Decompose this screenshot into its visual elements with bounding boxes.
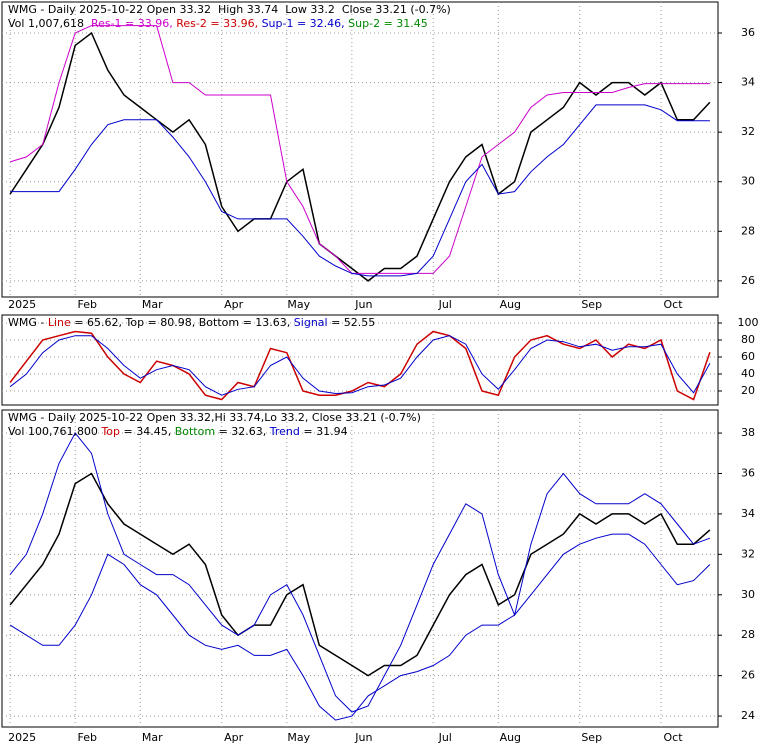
x-tick-label: Sep [581,731,602,744]
y-tick-label: 30 [741,175,755,188]
series-line [10,104,710,277]
series-line [9,335,711,396]
y-tick-label: 80 [741,333,755,346]
header-line: WMG - Daily 2025-10-22 Open 33.32,Hi 33.… [8,411,421,424]
header-line: WMG - Daily 2025-10-22 Open 33.32 High 3… [8,3,451,16]
header-text: Sup-2 = 31.45 [348,17,428,30]
header-text: WMG - Daily 2025-10-22 Open 33.32,Hi 33.… [8,411,421,424]
header-line: Vol 100,761,800 Top = 34.45, Bottom = 32… [8,425,348,438]
header-line: Vol 1,007,618 Res-1 = 33.96, Res-2 = 33.… [8,17,428,30]
x-tick-label: Jun [354,298,372,311]
header-text: Signal [294,316,328,329]
y-tick-label: 26 [741,274,755,287]
series-line [9,25,710,274]
plot-frame [1,409,719,728]
y-tick-label: 38 [741,426,755,439]
y-tick-label: 34 [741,76,755,89]
header-text: Vol 1,007,618 [8,17,91,30]
y-tick-label: 32 [741,125,755,138]
header-text: Bottom [175,425,215,438]
panel: 20 40 60 80 100 WMG - Line = 65.62, Top = 80.… [1,314,759,406]
y-tick-label: 26 [741,669,755,682]
header-text: Vol 100,761,800 [8,425,101,438]
x-tick-label: May [287,731,310,744]
y-tick-label: 36 [741,466,755,479]
x-tick-label: Apr [224,731,244,744]
header-text: WMG - [8,316,48,329]
series-line [9,533,711,721]
x-tick-label: Jul [438,731,452,744]
series-line [9,472,711,677]
y-tick-label: 20 [741,384,755,397]
panel: 26 28 30 32 34 36 2025 Feb Mar Apr May Jun Jul Aug Sep… [1,1,755,311]
x-tick-label: 2025 [8,731,36,744]
y-tick-label: 30 [741,588,755,601]
x-tick-label: Jul [438,298,452,311]
x-tick-label: Mar [142,731,163,744]
y-tick-label: 40 [741,367,755,380]
y-tick-label: 24 [741,709,755,722]
header-text: Sup-1 = 32.46, [262,17,349,30]
plot-frame [1,1,719,298]
y-tick-label: 28 [741,628,755,641]
x-tick-label: May [287,298,310,311]
panel: 24 26 28 30 32 34 36 38 2025 Feb Mar Apr May Jun Jul Au… [1,409,755,744]
header-text: = 52.55 [328,316,376,329]
x-tick-label: Aug [500,298,521,311]
x-tick-label: Aug [500,731,521,744]
header-text: = 31.94 [300,425,348,438]
header-text: WMG - Daily 2025-10-22 Open 33.32 High 3… [8,3,451,16]
x-tick-label: Oct [664,731,684,744]
header-text: = 34.45, [120,425,175,438]
y-tick-label: 32 [741,547,755,560]
header-text: Res-1 = 33.96, [91,17,176,30]
y-tick-label: 34 [741,507,755,520]
x-tick-label: Jun [354,731,372,744]
x-tick-label: Feb [77,731,96,744]
x-tick-label: Feb [77,298,96,311]
y-tick-label: 36 [741,26,755,39]
header-text: = 32.63, [215,425,270,438]
header-text: Res-2 = 33.96, [176,17,261,30]
header-line: WMG - Line = 65.62, Top = 80.98, Bottom … [8,316,375,329]
series-line [9,432,711,713]
header-text: Line [48,316,71,329]
x-tick-label: Oct [664,298,684,311]
y-tick-label: 100 [738,316,759,329]
y-tick-label: 28 [741,224,755,237]
x-tick-label: Mar [142,298,163,311]
header-text: = 65.62, Top = 80.98, Bottom = 13.63, [71,316,294,329]
header-text: Trend [269,425,300,438]
y-tick-label: 60 [741,350,755,363]
x-tick-label: Sep [581,298,602,311]
x-tick-label: 2025 [8,298,36,311]
header-text: Top [100,425,120,438]
series-line [9,330,711,401]
x-tick-label: Apr [224,298,244,311]
